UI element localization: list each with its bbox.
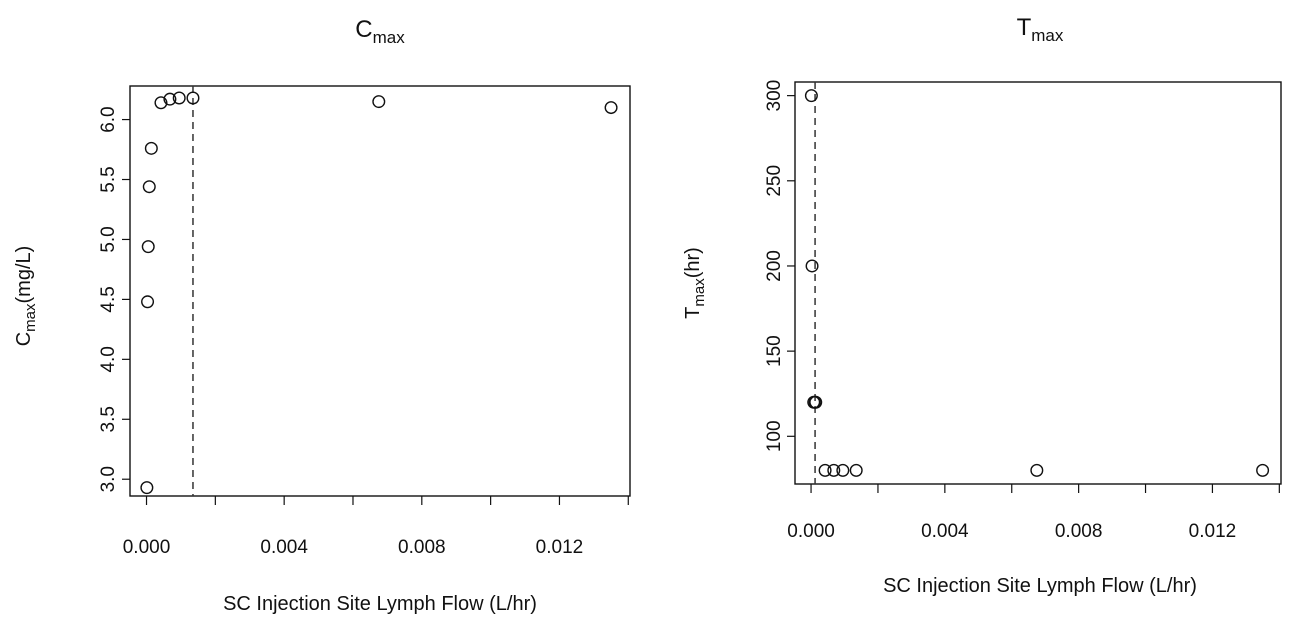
tmax-data-point (818, 463, 832, 477)
cmax-x-tick-label: 0.000 (123, 537, 171, 558)
cmax-data-point (372, 95, 386, 109)
cmax-x-tick-label: 0.004 (260, 537, 308, 558)
tmax-x-tick-label: 0.012 (1189, 521, 1237, 542)
tmax-ylabel-unit: (hr) (682, 247, 704, 278)
cmax-y-tick-label: 5.5 (98, 166, 119, 192)
tmax-y-tick-label: 250 (764, 165, 785, 197)
tmax-y-tick-label: 100 (764, 420, 785, 452)
cmax-points (140, 91, 618, 495)
cmax-data-point (141, 295, 155, 309)
cmax-data-point (140, 481, 154, 495)
tmax-data-point (827, 463, 841, 477)
cmax-data-point (163, 92, 177, 106)
tmax-data-point (809, 395, 823, 409)
tmax-x-axis-label: SC Injection Site Lymph Flow (L/hr) (883, 575, 1197, 597)
cmax-panel: Cmax 3.03.54.04.55.05.56.0 0.000 0.004 0.0… (13, 16, 631, 615)
cmax-title-sub: max (373, 28, 406, 47)
cmax-ylabel-sub: max (22, 303, 39, 332)
tmax-title-main: T (1017, 14, 1032, 41)
tmax-points (804, 89, 1270, 477)
tmax-y-tick-label: 150 (764, 335, 785, 367)
cmax-data-point (142, 180, 156, 194)
tmax-y-axis-label: Tmax(hr) (682, 247, 708, 319)
cmax-y-axis-label: Cmax(mg/L) (13, 246, 39, 347)
cmax-x-tick-label: 0.008 (398, 537, 446, 558)
cmax-data-point (154, 96, 168, 110)
cmax-x-axis-label: SC Injection Site Lymph Flow (L/hr) (223, 593, 537, 615)
cmax-ylabel-unit: (mg/L) (13, 246, 35, 304)
cmax-title-main: C (355, 16, 372, 43)
tmax-data-point (849, 463, 863, 477)
cmax-plot-frame (129, 85, 631, 497)
cmax-data-point (172, 91, 186, 105)
tmax-data-point (1030, 463, 1044, 477)
tmax-ylabel-main: T (682, 307, 704, 319)
tmax-y-tick-label: 200 (764, 250, 785, 282)
tmax-x-tick-label: 0.004 (921, 521, 969, 542)
cmax-title: Cmax (355, 16, 405, 47)
cmax-y-tick-label: 5.0 (98, 226, 119, 252)
tmax-data-point (836, 463, 850, 477)
tmax-x-axis: 0.000 0.004 0.008 0.012 (787, 484, 1280, 542)
tmax-x-tick-label: 0.008 (1055, 521, 1103, 542)
cmax-x-tick-label: 0.012 (536, 537, 584, 558)
tmax-y-tick-label: 300 (764, 80, 785, 112)
cmax-x-axis: 0.000 0.004 0.008 0.012 (123, 496, 629, 558)
tmax-plot-frame (794, 81, 1282, 485)
cmax-y-tick-label: 4.0 (98, 346, 119, 372)
cmax-data-point (186, 91, 200, 105)
tmax-data-point (805, 259, 819, 273)
cmax-y-axis: 3.0 3.5 4.0 4.5 5.0 5.5 6.0 (98, 106, 130, 492)
tmax-y-axis: 100 150 200 250 300 (764, 80, 795, 452)
tmax-data-point (1256, 463, 1270, 477)
cmax-data-point (604, 101, 618, 115)
cmax-ylabel-main: C (13, 332, 35, 346)
tmax-data-point (804, 89, 818, 103)
tmax-x-tick-label: 0.000 (787, 521, 835, 542)
cmax-data-point (141, 240, 155, 254)
tmax-title-sub: max (1031, 26, 1064, 45)
cmax-y-tick-label: 6.0 (98, 106, 119, 132)
cmax-y-tick-label: 3.5 (98, 406, 119, 432)
cmax-y-tick-label: 3.0 (98, 466, 119, 492)
tmax-title: Tmax (1017, 14, 1064, 45)
tmax-panel: Tmax 100 150 200 250 300 0.000 0.004 0.008 0.01… (682, 14, 1282, 597)
cmax-y-tick-label: 4.5 (98, 286, 119, 312)
cmax-data-point (144, 141, 158, 155)
tmax-ylabel-sub: max (691, 278, 708, 307)
